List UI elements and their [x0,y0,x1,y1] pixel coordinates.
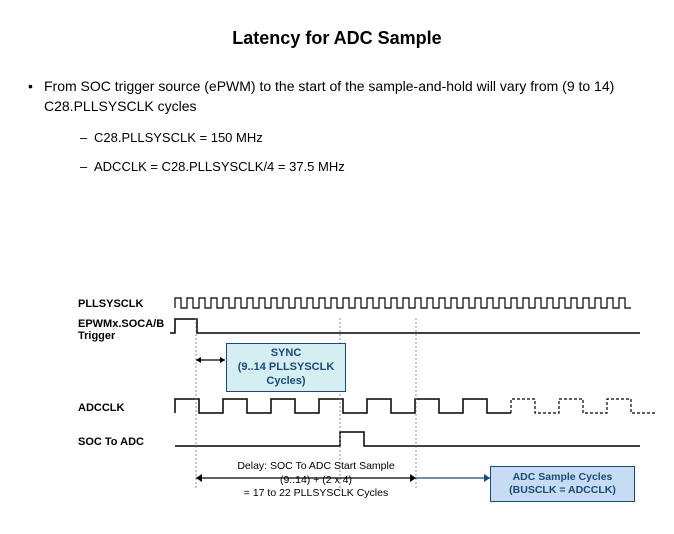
sync-line2: (9..14 PLLSYSCLK [229,361,343,375]
delay-text: Delay: SOC To ADC Start Sample (9..14) +… [226,460,406,501]
bullet-sub-2: ADCCLK = C28.PLLSYSCLK/4 = 37.5 MHz [80,159,674,174]
delay-line3: = 17 to 22 PLLSYSCLK Cycles [226,487,406,501]
sample-line2: (BUSCLK = ADCCLK) [495,484,630,497]
sync-line3: Cycles) [229,375,343,389]
sample-box: ADC Sample Cycles (BUSCLK = ADCCLK) [490,466,635,502]
delay-line1: Delay: SOC To ADC Start Sample [226,460,406,474]
sync-line1: SYNC [229,347,343,361]
delay-line2: (9..14) + (2 x 4) [226,474,406,488]
timing-diagram: PLLSYSCLK EPWMx.SOCA/B Trigger ADCCLK SO… [0,278,674,534]
bullet-sub-1: C28.PLLSYSCLK = 150 MHz [80,130,674,145]
sample-line1: ADC Sample Cycles [495,471,630,484]
sync-box: SYNC (9..14 PLLSYSCLK Cycles) [226,343,346,392]
bullet-main: From SOC trigger source (ePWM) to the st… [28,77,644,116]
page-title: Latency for ADC Sample [0,28,674,49]
